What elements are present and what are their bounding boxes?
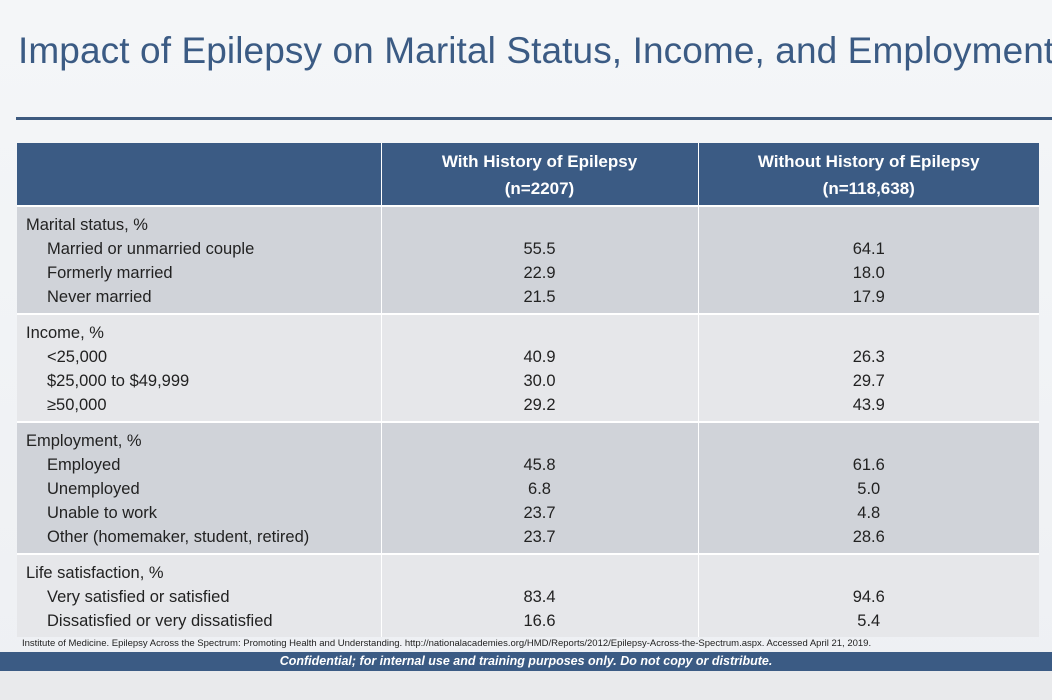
group-life-satisfaction: Life satisfaction, % Very satisfied or s… <box>17 554 1039 637</box>
value-cell: 94.6 <box>852 588 885 606</box>
row-label: ≥50,000 <box>47 396 107 414</box>
row-label: Very satisfied or satisfied <box>47 588 230 606</box>
row-label: Formerly married <box>47 264 173 282</box>
without-epilepsy-values: 64.1 18.0 17.9 <box>698 206 1039 315</box>
with-epilepsy-values: 45.8 6.8 23.7 23.7 <box>381 422 699 555</box>
row-label: Unemployed <box>47 480 140 498</box>
page-title: Impact of Epilepsy on Marital Status, In… <box>18 30 1052 71</box>
bottom-strip <box>0 671 1052 700</box>
group-marital-status: Marital status, % Married or unmarried c… <box>17 206 1039 315</box>
header-without-epilepsy: Without History of Epilepsy (n=118,638) <box>698 143 1039 207</box>
row-label: Other (homemaker, student, retired) <box>47 528 310 546</box>
header-with-epilepsy: With History of Epilepsy (n=2207) <box>381 143 699 207</box>
value-cell: 26.3 <box>852 348 885 366</box>
with-epilepsy-values: 55.5 22.9 21.5 <box>381 206 699 315</box>
without-epilepsy-values: 26.3 29.7 43.9 <box>698 314 1039 423</box>
row-label: Dissatisfied or very dissatisfied <box>47 612 273 630</box>
title-divider <box>16 117 1052 120</box>
row-label: <25,000 <box>47 348 108 366</box>
with-epilepsy-values: 40.9 30.0 29.2 <box>381 314 699 423</box>
value-cell: 28.6 <box>852 528 885 546</box>
row-label: Employed <box>47 456 121 474</box>
group-income: Income, % <25,000 $25,000 to $49,999 ≥50… <box>17 314 1039 423</box>
value-cell: 55.5 <box>523 240 556 258</box>
row-label: Married or unmarried couple <box>47 240 255 258</box>
confidential-notice: Confidential; for internal use and train… <box>279 654 773 668</box>
value-cell: 5.4 <box>857 612 881 630</box>
header-without-epilepsy-n: (n=118,638) <box>822 178 915 198</box>
table-row: Employment, % Employed Unemployed Unable… <box>17 422 1039 555</box>
header-with-epilepsy-label: With History of Epilepsy <box>441 151 638 171</box>
confidential-footer-bar: Confidential; for internal use and train… <box>0 652 1052 671</box>
value-cell: 40.9 <box>523 348 556 366</box>
group-title: Income, % <box>26 324 104 342</box>
header-without-epilepsy-label: Without History of Epilepsy <box>757 151 980 171</box>
value-cell: 45.8 <box>523 456 556 474</box>
value-cell: 23.7 <box>523 504 556 522</box>
value-cell: 5.0 <box>857 480 881 498</box>
value-cell: 64.1 <box>852 240 885 258</box>
value-cell: 61.6 <box>852 456 885 474</box>
group-title: Employment, % <box>26 432 142 450</box>
table-row: Life satisfaction, % Very satisfied or s… <box>17 554 1039 637</box>
value-cell: 43.9 <box>852 396 885 414</box>
value-cell: 4.8 <box>857 504 881 522</box>
value-cell: 6.8 <box>528 480 551 498</box>
value-cell: 83.4 <box>523 588 556 606</box>
group-label-cell: Marital status, % Married or unmarried c… <box>17 206 382 315</box>
table-row: Income, % <25,000 $25,000 to $49,999 ≥50… <box>17 314 1039 423</box>
group-label-cell: Employment, % Employed Unemployed Unable… <box>17 422 382 555</box>
value-cell: 21.5 <box>523 288 556 306</box>
value-cell: 17.9 <box>852 288 885 306</box>
epilepsy-impact-table: With History of Epilepsy (n=2207) Withou… <box>17 143 1039 637</box>
table-row: Marital status, % Married or unmarried c… <box>17 206 1039 315</box>
without-epilepsy-values: 61.6 5.0 4.8 28.6 <box>698 422 1039 555</box>
row-label: Unable to work <box>47 504 158 522</box>
without-epilepsy-values: 94.6 5.4 <box>698 554 1039 637</box>
group-title: Marital status, % <box>26 216 148 234</box>
group-employment: Employment, % Employed Unemployed Unable… <box>17 422 1039 555</box>
value-cell: 16.6 <box>523 612 556 630</box>
table-header-row: With History of Epilepsy (n=2207) Withou… <box>17 143 1039 207</box>
header-corner-cell <box>17 143 382 207</box>
source-citation: Institute of Medicine. Epilepsy Across t… <box>22 638 872 649</box>
with-epilepsy-values: 83.4 16.6 <box>381 554 699 637</box>
group-title: Life satisfaction, % <box>26 564 164 582</box>
row-label: Never married <box>47 288 152 306</box>
group-label-cell: Life satisfaction, % Very satisfied or s… <box>17 554 382 637</box>
row-label: $25,000 to $49,999 <box>47 372 190 390</box>
value-cell: 29.7 <box>852 372 885 390</box>
header-with-epilepsy-n: (n=2207) <box>504 178 575 198</box>
group-label-cell: Income, % <25,000 $25,000 to $49,999 ≥50… <box>17 314 382 423</box>
value-cell: 30.0 <box>523 372 556 390</box>
value-cell: 29.2 <box>523 396 556 414</box>
value-cell: 22.9 <box>523 264 556 282</box>
value-cell: 18.0 <box>852 264 885 282</box>
value-cell: 23.7 <box>523 528 556 546</box>
